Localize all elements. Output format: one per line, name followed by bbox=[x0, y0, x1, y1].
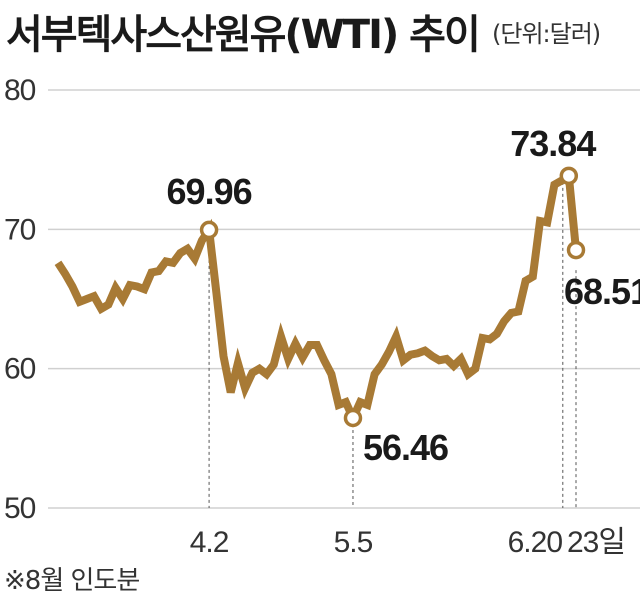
y-tick-label: 50 bbox=[4, 492, 36, 525]
series-line bbox=[54, 168, 580, 428]
data-label: 69.96 bbox=[167, 171, 252, 212]
unit-label: (단위:달러) bbox=[492, 20, 601, 48]
y-tick-label: 70 bbox=[4, 213, 36, 246]
guide-lines bbox=[208, 181, 577, 508]
footnote: ※8월 인도분 bbox=[4, 566, 140, 596]
data-point-marker bbox=[343, 408, 363, 428]
data-label: 68.51 bbox=[564, 271, 640, 312]
chart-title: 서부텍사스산원유(WTI) 추이 bbox=[6, 12, 481, 58]
data-point-marker bbox=[199, 220, 219, 240]
series-layer bbox=[54, 166, 586, 428]
data-point-marker bbox=[559, 166, 579, 186]
x-tick-label: 23일 bbox=[567, 526, 625, 559]
x-tick-label: 6.20 bbox=[508, 526, 563, 559]
data-label: 73.84 bbox=[510, 123, 596, 164]
x-tick-label: 5.5 bbox=[334, 526, 373, 559]
y-tick-label: 80 bbox=[4, 74, 36, 107]
data-point-marker bbox=[566, 240, 586, 260]
label-layer: 80 70 60 50 4.2 5.5 6.20 23일 69.96 56.46 73.84 68.5… bbox=[4, 74, 640, 559]
data-label: 56.46 bbox=[363, 427, 448, 468]
y-tick-label: 60 bbox=[4, 353, 36, 386]
x-tick-label: 4.2 bbox=[190, 526, 229, 559]
